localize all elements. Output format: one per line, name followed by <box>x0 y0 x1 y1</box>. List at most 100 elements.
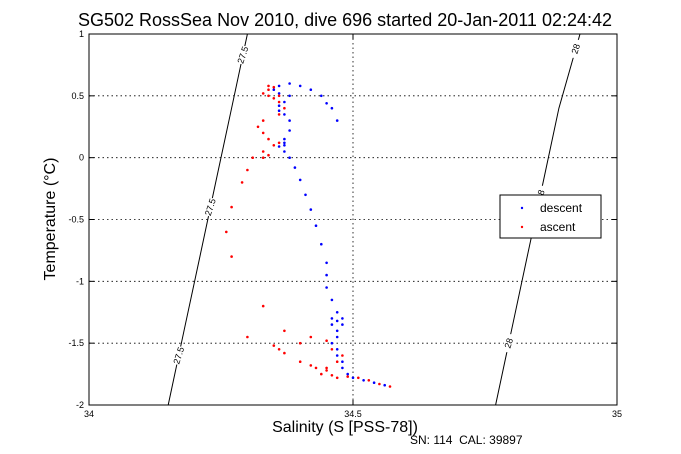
y-tick-label: 1 <box>79 29 84 39</box>
descent-point <box>335 311 339 314</box>
isopycnal-label-bg <box>503 334 514 353</box>
ascent-point <box>261 92 265 95</box>
descent-point <box>335 335 339 339</box>
y-tick-label: -1.5 <box>68 338 84 348</box>
descent-point <box>288 129 291 132</box>
descent-point <box>325 286 328 289</box>
y-tick-label: 0.5 <box>71 91 84 101</box>
descent-point <box>330 341 334 345</box>
grid-lines <box>89 34 617 405</box>
ascent-point <box>325 339 328 343</box>
ascent-point <box>256 125 260 129</box>
y-tick-label: -0.5 <box>68 215 84 225</box>
legend-label-descent: descent <box>540 201 583 215</box>
descent-point <box>309 88 313 91</box>
y-tick-label: 0 <box>79 153 84 163</box>
descent-point <box>304 193 307 197</box>
ascent-point <box>230 255 233 258</box>
ascent-point <box>277 100 281 104</box>
ascent-point <box>277 94 281 98</box>
y-tick-label: -2 <box>76 400 84 410</box>
ascent-point <box>388 385 392 388</box>
isopycnal-line <box>167 33 248 406</box>
ascent-point <box>230 205 233 209</box>
x-tick-label: 34 <box>84 409 94 419</box>
chart-title: SG502 RossSea Nov 2010, dive 696 started… <box>78 10 612 30</box>
descent-point <box>372 381 376 385</box>
ascent-point <box>341 354 344 357</box>
axis-ticks: 34 34.5 35 -2 -1.5 -1 -0.5 0 0.5 1 <box>68 29 622 419</box>
descent-point <box>325 273 328 277</box>
ascent-point <box>335 376 339 380</box>
ascent-point <box>272 97 276 100</box>
isopycnal-contours: 27.527.527.5282828 <box>167 33 582 406</box>
ascent-point <box>330 374 334 377</box>
ascent-point <box>277 348 281 351</box>
ascent-point <box>283 106 286 110</box>
ascent-point <box>298 341 302 345</box>
legend-marker-ascent <box>520 225 524 229</box>
ascent-point <box>367 379 371 382</box>
ascent-point <box>251 156 254 159</box>
descent-point <box>298 178 302 182</box>
ascent-point <box>240 181 244 184</box>
data-points <box>225 82 392 388</box>
descent-point <box>288 94 291 98</box>
ascent-point <box>267 88 270 91</box>
ascent-point <box>325 366 328 370</box>
legend-marker-descent <box>520 206 524 210</box>
descent-point <box>335 119 339 122</box>
ascent-point <box>335 360 339 364</box>
descent-point <box>341 360 344 364</box>
ascent-point <box>330 348 334 351</box>
isopycnal-label-bg <box>205 198 216 217</box>
isopycnal-label: 28 <box>569 42 582 55</box>
ascent-point <box>261 119 265 122</box>
descent-point <box>341 317 344 320</box>
descent-point <box>341 323 344 326</box>
descent-point <box>298 84 302 88</box>
descent-point <box>346 372 350 376</box>
descent-point <box>330 106 334 110</box>
ascent-point <box>283 351 286 355</box>
descent-point <box>288 82 291 85</box>
ascent-point <box>309 335 313 339</box>
y-tick-label: -1 <box>76 276 84 286</box>
descent-point <box>362 379 365 382</box>
ascent-point <box>267 84 270 88</box>
ascent-point <box>246 168 249 172</box>
ascent-point <box>261 304 265 308</box>
descent-point <box>320 94 323 98</box>
descent-point <box>277 109 281 112</box>
ascent-point <box>246 335 249 339</box>
ascent-point <box>261 156 265 159</box>
ascent-point <box>225 230 228 234</box>
descent-point <box>330 317 334 320</box>
legend: descent ascent <box>499 194 602 239</box>
descent-point <box>330 323 334 326</box>
legend-label-ascent: ascent <box>540 220 576 234</box>
descent-point <box>283 150 286 153</box>
descent-point <box>293 166 297 169</box>
descent-point <box>325 261 328 265</box>
ascent-point <box>283 329 286 333</box>
ascent-point <box>314 366 318 370</box>
descent-point <box>341 366 344 370</box>
descent-point <box>383 383 387 387</box>
x-axis-label: Salinity (S [PSS-78]) <box>272 419 418 436</box>
descent-point <box>335 354 339 357</box>
ascent-point <box>378 382 381 386</box>
footer-serial: SN: 114 CAL: 39897 <box>410 433 523 447</box>
descent-point <box>320 242 323 246</box>
isopycnal-label-bg <box>237 46 248 65</box>
ascent-point <box>357 376 360 380</box>
descent-point <box>309 208 313 211</box>
x-tick-label: 34.5 <box>344 409 362 419</box>
ascent-point <box>298 360 302 364</box>
ascent-point <box>267 153 270 157</box>
isopycnal-label-bg <box>173 346 184 365</box>
descent-point <box>283 141 286 145</box>
descent-point <box>351 376 355 380</box>
ascent-point <box>309 364 313 367</box>
